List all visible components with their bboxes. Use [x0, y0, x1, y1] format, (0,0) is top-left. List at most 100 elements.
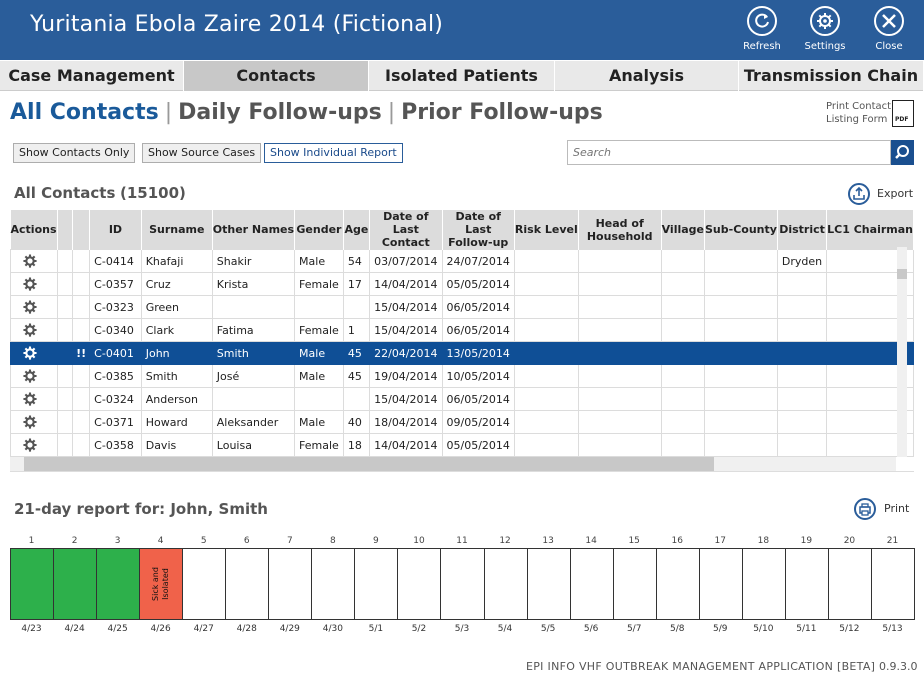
day-box[interactable] — [354, 548, 399, 620]
column-header[interactable]: LC1 Chairman — [826, 210, 914, 250]
day-box[interactable] — [784, 548, 829, 620]
print-icon[interactable] — [854, 498, 876, 520]
gear-icon[interactable] — [23, 254, 37, 268]
day-box[interactable] — [268, 548, 313, 620]
column-header[interactable] — [72, 210, 91, 250]
column-header[interactable]: Date of Last Contact — [369, 210, 443, 250]
column-header[interactable]: Age — [343, 210, 371, 250]
show-source-cases-button[interactable]: Show Source Cases — [142, 143, 262, 163]
horizontal-scroll-thumb[interactable] — [24, 457, 714, 471]
table-cell: 19/04/2014 — [369, 364, 443, 388]
show-contacts-only-button[interactable]: Show Contacts Only — [13, 143, 136, 163]
pdf-icon[interactable]: PDF — [892, 100, 914, 127]
day-box[interactable] — [225, 548, 270, 620]
gear-icon[interactable] — [23, 277, 37, 291]
table-row[interactable]: C-0358 Davis Louisa Female 18 14/04/2014 05/05… — [10, 433, 914, 457]
day-box[interactable] — [53, 548, 98, 620]
day-box[interactable] — [96, 548, 141, 620]
tab-contacts[interactable]: Contacts — [184, 61, 369, 91]
table-row[interactable]: !! C-0401 John Smith Male 45 22/04/2014 13/05/2… — [10, 341, 914, 365]
table-cell: 14/04/2014 — [369, 272, 443, 296]
settings-button[interactable]: Settings — [797, 6, 853, 56]
search-button[interactable] — [891, 140, 914, 165]
day-box[interactable] — [311, 548, 356, 620]
column-header[interactable]: ID — [89, 210, 142, 250]
export-icon[interactable] — [848, 183, 870, 205]
day-box[interactable] — [698, 548, 743, 620]
table-cell — [72, 410, 91, 434]
day-box[interactable] — [569, 548, 614, 620]
day-box[interactable] — [397, 548, 442, 620]
day-box[interactable] — [870, 548, 915, 620]
search-input[interactable] — [567, 140, 891, 165]
tab-isolated-patients[interactable]: Isolated Patients — [369, 61, 555, 91]
show-individual-report-button[interactable]: Show Individual Report — [264, 143, 403, 163]
table-row[interactable]: C-0340 Clark Fatima Female 1 15/04/2014 06/05/… — [10, 318, 914, 342]
row-actions-cell[interactable] — [10, 387, 58, 411]
column-header[interactable]: Sub-County — [704, 210, 778, 250]
horizontal-scrollbar[interactable] — [10, 457, 896, 471]
subnav-daily-followups[interactable]: Daily Follow-ups — [178, 100, 382, 125]
column-header[interactable]: Head of Household — [578, 210, 662, 250]
column-header[interactable]: Village — [661, 210, 706, 250]
subnav-prior-followups[interactable]: Prior Follow-ups — [401, 100, 603, 125]
day-box[interactable]: Sick and Isolated — [139, 548, 184, 620]
gear-icon[interactable] — [23, 415, 37, 429]
table-cell: Female — [294, 272, 344, 296]
table-row[interactable]: C-0414 Khafaji Shakir Male 54 03/07/2014 24/07… — [10, 249, 914, 273]
gear-icon[interactable] — [23, 300, 37, 314]
gear-icon[interactable] — [23, 392, 37, 406]
table-row[interactable]: C-0323 Green 15/04/2014 06/05/2014 — [10, 295, 914, 319]
table-row[interactable]: C-0324 Anderson 15/04/2014 06/05/2014 — [10, 387, 914, 411]
column-header[interactable] — [57, 210, 74, 250]
close-button[interactable]: Close — [861, 6, 917, 56]
refresh-button[interactable]: Refresh — [734, 6, 790, 56]
vertical-scroll-thumb[interactable] — [897, 269, 907, 279]
day-box[interactable] — [440, 548, 485, 620]
gear-icon[interactable] — [23, 346, 37, 360]
tab-analysis[interactable]: Analysis — [555, 61, 739, 91]
print-label[interactable]: Print — [884, 502, 910, 515]
day-box[interactable] — [655, 548, 700, 620]
table-row[interactable]: C-0371 Howard Aleksander Male 40 18/04/2014 09… — [10, 410, 914, 434]
all-contacts-title: All Contacts — [14, 184, 116, 202]
row-actions-cell[interactable] — [10, 318, 58, 342]
tab-transmission-chain[interactable]: Transmission Chain — [739, 61, 924, 91]
row-actions-cell[interactable] — [10, 341, 58, 365]
day-box[interactable] — [612, 548, 657, 620]
column-header[interactable]: Gender — [294, 210, 344, 250]
column-header[interactable]: District — [777, 210, 828, 250]
21-day-report: 1 4/23 2 4/24 3 4/25 4 Sick and Isolated 4/26 5 4/… — [10, 536, 915, 636]
gear-icon[interactable] — [23, 369, 37, 383]
vertical-scrollbar[interactable] — [897, 247, 907, 457]
day-status-label: Sick and Isolated — [151, 567, 171, 601]
table-cell: Male — [294, 364, 344, 388]
table-row[interactable]: C-0357 Cruz Krista Female 17 14/04/2014 05/05/… — [10, 272, 914, 296]
day-box[interactable] — [10, 548, 55, 620]
row-actions-cell[interactable] — [10, 249, 58, 273]
column-header[interactable]: Date of Last Follow-up — [442, 210, 515, 250]
print-listing-form-link[interactable]: Print Contact Listing Form — [826, 100, 891, 126]
export-label[interactable]: Export — [877, 187, 914, 200]
row-actions-cell[interactable] — [10, 364, 58, 388]
day-date: 4/29 — [279, 624, 300, 634]
day-box[interactable] — [182, 548, 227, 620]
table-row[interactable]: C-0385 Smith José Male 45 19/04/2014 10/05/201… — [10, 364, 914, 388]
row-actions-cell[interactable] — [10, 410, 58, 434]
table-cell: 06/05/2014 — [441, 387, 515, 411]
gear-icon[interactable] — [23, 438, 37, 452]
column-header[interactable]: Other Names — [212, 210, 296, 250]
day-box[interactable] — [741, 548, 786, 620]
tab-case-management[interactable]: Case Management — [0, 61, 184, 91]
subnav-all-contacts[interactable]: All Contacts — [10, 100, 159, 125]
day-box[interactable] — [827, 548, 872, 620]
row-actions-cell[interactable] — [10, 295, 58, 319]
column-header[interactable]: Risk Level — [514, 210, 579, 250]
column-header[interactable]: Actions — [10, 210, 58, 250]
row-actions-cell[interactable] — [10, 433, 58, 457]
row-actions-cell[interactable] — [10, 272, 58, 296]
column-header[interactable]: Surname — [141, 210, 213, 250]
day-box[interactable] — [483, 548, 528, 620]
day-box[interactable] — [526, 548, 571, 620]
gear-icon[interactable] — [23, 323, 37, 337]
